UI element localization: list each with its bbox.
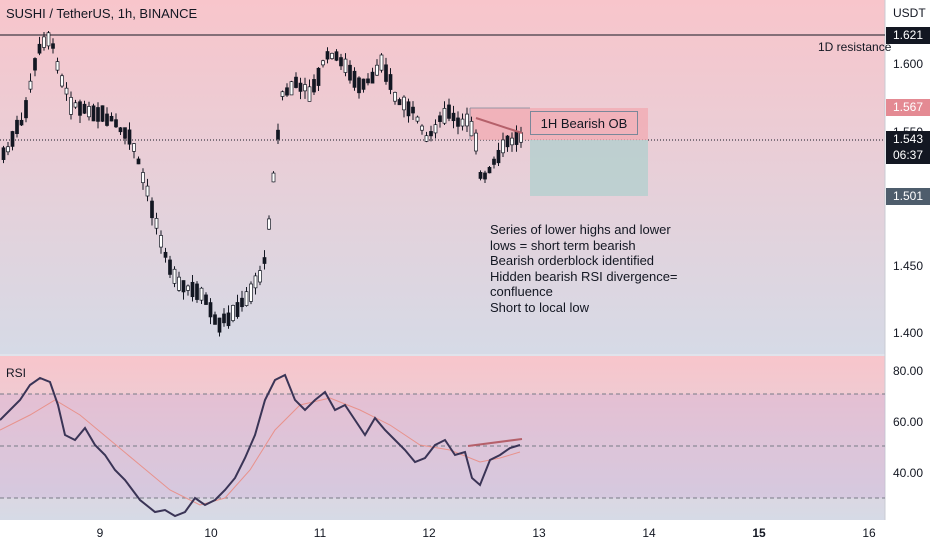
analysis-note[interactable]: Series of lower highs and lower lows = s… — [490, 222, 690, 315]
rsi-tick: 60.00 — [893, 415, 924, 429]
time-tick: 12 — [422, 526, 436, 540]
rsi-line — [0, 373, 521, 518]
note-line: Hidden bearish RSI divergence= — [490, 268, 678, 284]
note-line: confluence — [490, 284, 553, 299]
chart-title: SUSHI / TetherUS, 1h, BINANCE — [6, 6, 198, 21]
price-tick: 1.450 — [893, 259, 924, 273]
target-price-tag: 1.501 — [886, 188, 930, 205]
note-line: Series of lower highs and lower — [490, 222, 671, 237]
resistance-price-tag: 1.621 — [886, 27, 930, 44]
current-price-tag: 1.543 — [886, 131, 930, 148]
ob-price-tag: 1.567 — [886, 99, 930, 116]
rsi-tick: 80.00 — [893, 364, 924, 378]
countdown-tag: 06:37 — [886, 147, 930, 164]
rsi-pane-background — [0, 356, 885, 520]
currency-label: USDT — [893, 6, 926, 20]
rsi-divergence-line — [467, 438, 523, 447]
ob-label[interactable]: 1H Bearish OB — [530, 111, 638, 135]
time-tick: 13 — [532, 526, 546, 540]
time-tick: 9 — [96, 526, 104, 540]
price-divergence-line — [475, 117, 523, 134]
target-zone[interactable] — [530, 140, 648, 196]
note-line: Bearish orderblock identified — [490, 253, 655, 268]
candlestick-series — [1, 30, 523, 337]
price-axis-background — [885, 0, 932, 550]
rsi-title: RSI — [6, 366, 27, 380]
note-line: Short to local low — [490, 299, 589, 315]
time-tick: 16 — [862, 526, 876, 540]
rsi-ma-line — [0, 397, 521, 506]
time-axis-background — [0, 520, 885, 550]
price-tick: 1.400 — [893, 326, 924, 340]
time-tick: 10 — [204, 526, 218, 540]
time-tick: 15 — [752, 526, 766, 540]
time-tick: 14 — [642, 526, 656, 540]
resistance-label: 1D resistance — [818, 40, 892, 54]
price-pane-background — [0, 0, 885, 354]
price-tick: 1.600 — [893, 57, 924, 71]
rsi-tick: 40.00 — [893, 466, 924, 480]
time-tick: 11 — [313, 526, 327, 540]
note-line: lows = short term bearish — [490, 237, 636, 253]
